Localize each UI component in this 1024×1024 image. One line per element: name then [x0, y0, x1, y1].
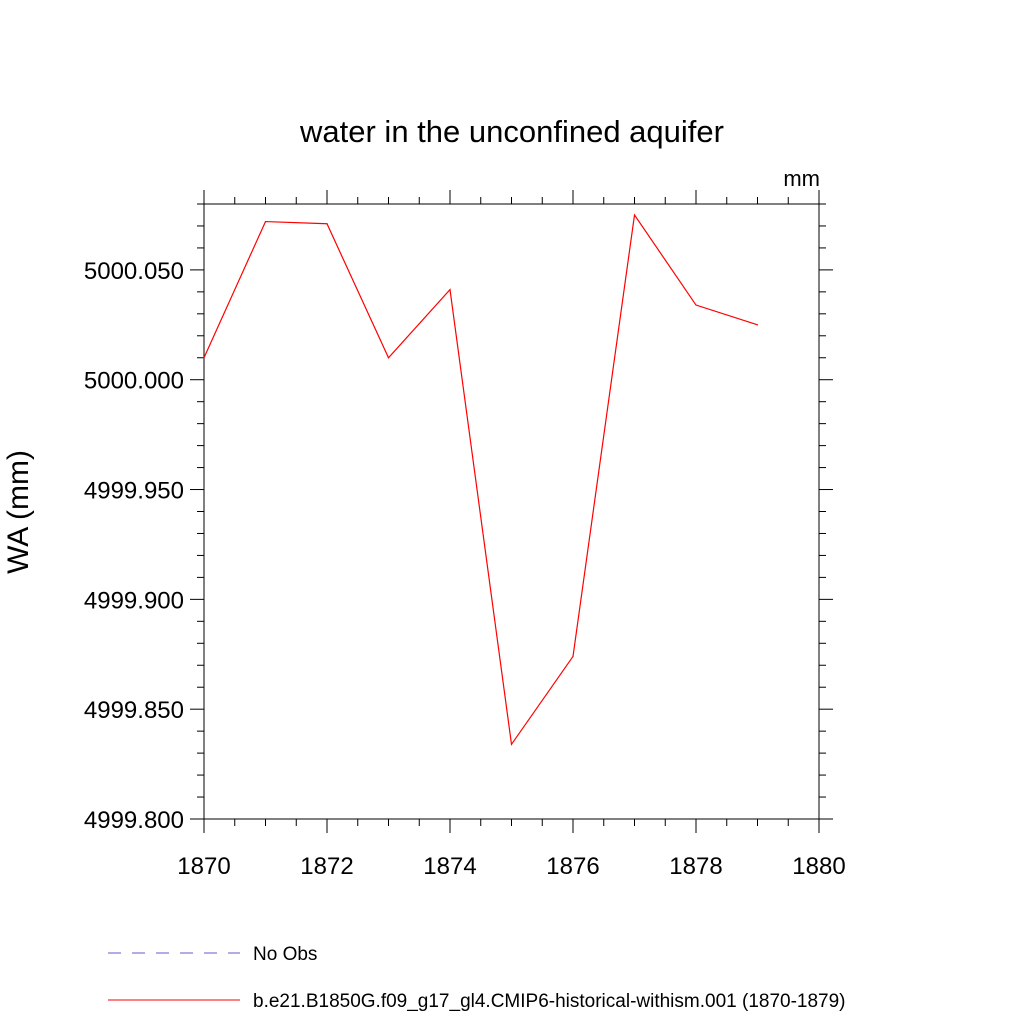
y-tick-label: 4999.950 — [84, 478, 184, 505]
data-point — [203, 357, 205, 359]
y-tick-label: 4999.850 — [84, 697, 184, 724]
y-tick-label: 4999.900 — [84, 587, 184, 614]
chart-title: water in the unconfined aquifer — [299, 114, 724, 149]
units-label: mm — [783, 166, 820, 191]
series-line-1 — [203, 213, 758, 746]
y-axis-ticks: 4999.800 4999.850 4999.900 4999.950 5000.000… — [84, 203, 833, 834]
series-layer — [203, 213, 759, 746]
x-tick-label: 1874 — [423, 853, 476, 880]
x-tick-label: 1878 — [669, 853, 722, 880]
data-point — [572, 655, 574, 658]
x-tick-label: 1870 — [177, 853, 230, 880]
legend-label: b.e21.B1850G.f09_g17_gl4.CMIP6-historica… — [253, 991, 846, 1012]
data-point — [326, 223, 328, 225]
data-point — [756, 324, 759, 326]
x-tick-label: 1872 — [300, 853, 353, 880]
legend: No Obs b.e21.B1850G.f09_g17_gl4.CMIP6-his… — [108, 944, 846, 1012]
data-point — [264, 220, 267, 223]
y-tick-label: 4999.800 — [84, 807, 184, 834]
data-point — [510, 743, 513, 745]
x-tick-label: 1880 — [792, 853, 845, 880]
x-axis-ticks: 1870 1872 1874 1876 1878 1880 — [177, 190, 846, 880]
y-tick-label: 5000.050 — [84, 258, 184, 285]
data-point — [449, 289, 451, 291]
legend-label: No Obs — [253, 944, 317, 965]
y-axis-label: WA (mm) — [2, 450, 35, 574]
data-point — [633, 214, 636, 216]
y-tick-label: 5000.000 — [84, 368, 184, 395]
x-tick-label: 1876 — [546, 853, 599, 880]
data-point — [387, 357, 390, 359]
data-point — [695, 304, 697, 306]
plot-frame — [203, 203, 820, 820]
